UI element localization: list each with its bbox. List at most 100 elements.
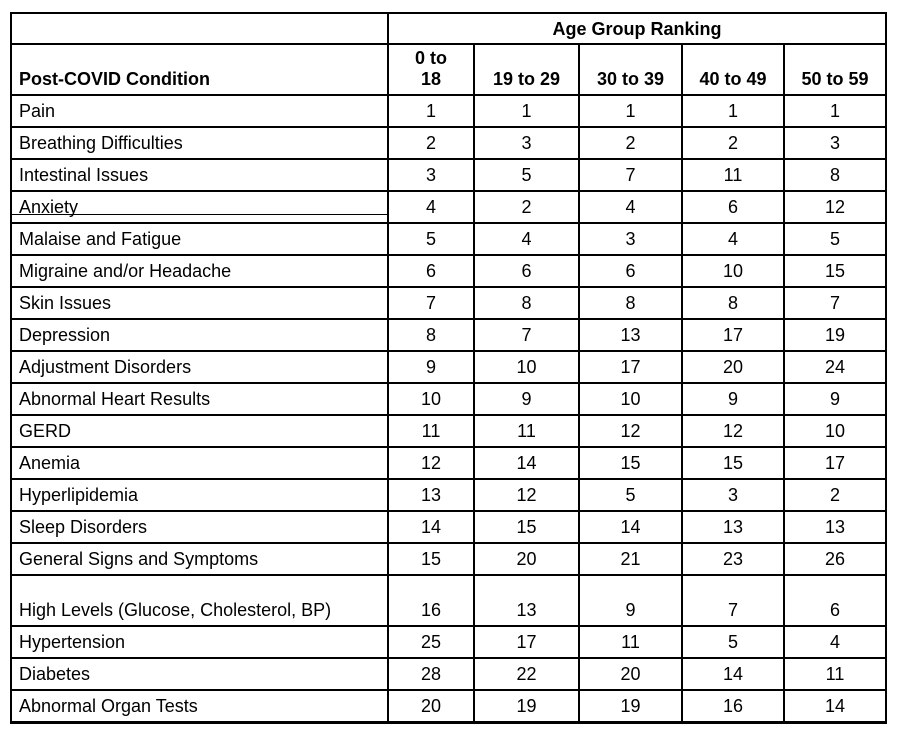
condition-cell: Intestinal Issues xyxy=(10,158,389,192)
table-title-row: Age Group Ranking xyxy=(10,12,887,45)
table-row: Abnormal Heart Results 10 9 10 9 9 xyxy=(10,382,887,416)
rank-cell: 13 xyxy=(473,574,580,627)
rank-cell: 11 xyxy=(578,625,683,659)
rank-cell: 2 xyxy=(783,478,887,512)
rank-cell: 4 xyxy=(473,222,580,256)
rank-cell: 1 xyxy=(783,94,887,128)
age-column-header-19-29: 19 to 29 xyxy=(473,43,580,96)
rank-cell: 5 xyxy=(578,478,683,512)
table-row: Diabetes 28 22 20 14 11 xyxy=(10,657,887,691)
rank-cell: 20 xyxy=(473,542,580,576)
condition-cell: Malaise and Fatigue xyxy=(10,222,389,256)
condition-cell: Migraine and/or Headache xyxy=(10,254,389,288)
rank-cell: 15 xyxy=(681,446,785,480)
rank-cell: 9 xyxy=(681,382,785,416)
rank-cell: 12 xyxy=(578,414,683,448)
rank-cell: 4 xyxy=(387,190,475,224)
rank-cell: 28 xyxy=(387,657,475,691)
rank-cell: 16 xyxy=(681,689,785,724)
rank-cell: 1 xyxy=(578,94,683,128)
table-row: General Signs and Symptoms 15 20 21 23 26 xyxy=(10,542,887,576)
rank-cell: 2 xyxy=(387,126,475,160)
blank-corner-cell xyxy=(10,12,389,45)
rank-cell: 7 xyxy=(783,286,887,320)
rank-cell: 9 xyxy=(387,350,475,384)
table-row: Pain 1 1 1 1 1 xyxy=(10,94,887,128)
table-body: Pain 1 1 1 1 1 Breathing Difficulties 2 3 2 2 3 Inte… xyxy=(10,94,887,724)
column-header-row: Post-COVID Condition 0 to 18 19 to 29 30… xyxy=(10,43,887,96)
table-row: Hyperlipidemia 13 12 5 3 2 xyxy=(10,478,887,512)
condition-cell: High Levels (Glucose, Cholesterol, BP) xyxy=(10,574,389,627)
rank-cell: 22 xyxy=(473,657,580,691)
rank-cell: 13 xyxy=(783,510,887,544)
age-column-header-30-39: 30 to 39 xyxy=(578,43,683,96)
table-row: Skin Issues 7 8 8 8 7 xyxy=(10,286,887,320)
rank-cell: 8 xyxy=(473,286,580,320)
condition-cell: GERD xyxy=(10,414,389,448)
rank-cell: 1 xyxy=(387,94,475,128)
rank-cell: 6 xyxy=(681,190,785,224)
rank-cell: 25 xyxy=(387,625,475,659)
rank-cell: 11 xyxy=(783,657,887,691)
condition-cell: Hypertension xyxy=(10,625,389,659)
rank-cell: 20 xyxy=(578,657,683,691)
rank-cell: 13 xyxy=(681,510,785,544)
rank-cell: 14 xyxy=(578,510,683,544)
condition-cell: Breathing Difficulties xyxy=(10,126,389,160)
table-row: Adjustment Disorders 9 10 17 20 24 xyxy=(10,350,887,384)
rank-cell: 14 xyxy=(783,689,887,724)
rank-cell: 3 xyxy=(681,478,785,512)
rank-cell: 10 xyxy=(578,382,683,416)
rank-cell: 3 xyxy=(473,126,580,160)
rank-cell: 9 xyxy=(473,382,580,416)
condition-cell: Abnormal Organ Tests xyxy=(10,689,389,724)
table-row: Sleep Disorders 14 15 14 13 13 xyxy=(10,510,887,544)
condition-cell: Sleep Disorders xyxy=(10,510,389,544)
age-column-header-50-59: 50 to 59 xyxy=(783,43,887,96)
rank-cell: 5 xyxy=(473,158,580,192)
rank-cell: 10 xyxy=(681,254,785,288)
table-row: Abnormal Organ Tests 20 19 19 16 14 xyxy=(10,689,887,724)
rank-cell: 15 xyxy=(783,254,887,288)
rank-cell: 15 xyxy=(473,510,580,544)
rank-cell: 11 xyxy=(473,414,580,448)
rank-cell: 17 xyxy=(681,318,785,352)
rank-cell: 10 xyxy=(473,350,580,384)
condition-cell: Pain xyxy=(10,94,389,128)
table-row: GERD 11 11 12 12 10 xyxy=(10,414,887,448)
table-row: Anemia 12 14 15 15 17 xyxy=(10,446,887,480)
rank-cell: 7 xyxy=(681,574,785,627)
table-row: Migraine and/or Headache 6 6 6 10 15 xyxy=(10,254,887,288)
condition-cell: General Signs and Symptoms xyxy=(10,542,389,576)
rank-cell: 9 xyxy=(578,574,683,627)
table-row: Anxiety 4 2 4 6 12 xyxy=(10,190,887,224)
rank-cell: 15 xyxy=(387,542,475,576)
rank-cell: 1 xyxy=(681,94,785,128)
rank-cell: 3 xyxy=(387,158,475,192)
rank-cell: 6 xyxy=(578,254,683,288)
table-row: Breathing Difficulties 2 3 2 2 3 xyxy=(10,126,887,160)
age-column-header-40-49: 40 to 49 xyxy=(681,43,785,96)
age-group-ranking-table: Age Group Ranking Post-COVID Condition 0… xyxy=(10,12,887,724)
table-row: Hypertension 25 17 11 5 4 xyxy=(10,625,887,659)
rank-cell: 8 xyxy=(387,318,475,352)
rank-cell: 10 xyxy=(783,414,887,448)
rank-cell: 12 xyxy=(783,190,887,224)
rank-cell: 4 xyxy=(783,625,887,659)
rank-cell: 13 xyxy=(387,478,475,512)
rank-cell: 19 xyxy=(578,689,683,724)
rank-cell: 19 xyxy=(783,318,887,352)
rank-cell: 21 xyxy=(578,542,683,576)
rank-cell: 3 xyxy=(578,222,683,256)
rank-cell: 14 xyxy=(681,657,785,691)
rank-cell: 8 xyxy=(578,286,683,320)
table-row: Intestinal Issues 3 5 7 11 8 xyxy=(10,158,887,192)
condition-cell: Anemia xyxy=(10,446,389,480)
rank-cell: 8 xyxy=(783,158,887,192)
condition-cell: Diabetes xyxy=(10,657,389,691)
condition-cell: Abnormal Heart Results xyxy=(10,382,389,416)
rank-cell: 6 xyxy=(473,254,580,288)
rank-cell: 6 xyxy=(387,254,475,288)
rank-cell: 23 xyxy=(681,542,785,576)
